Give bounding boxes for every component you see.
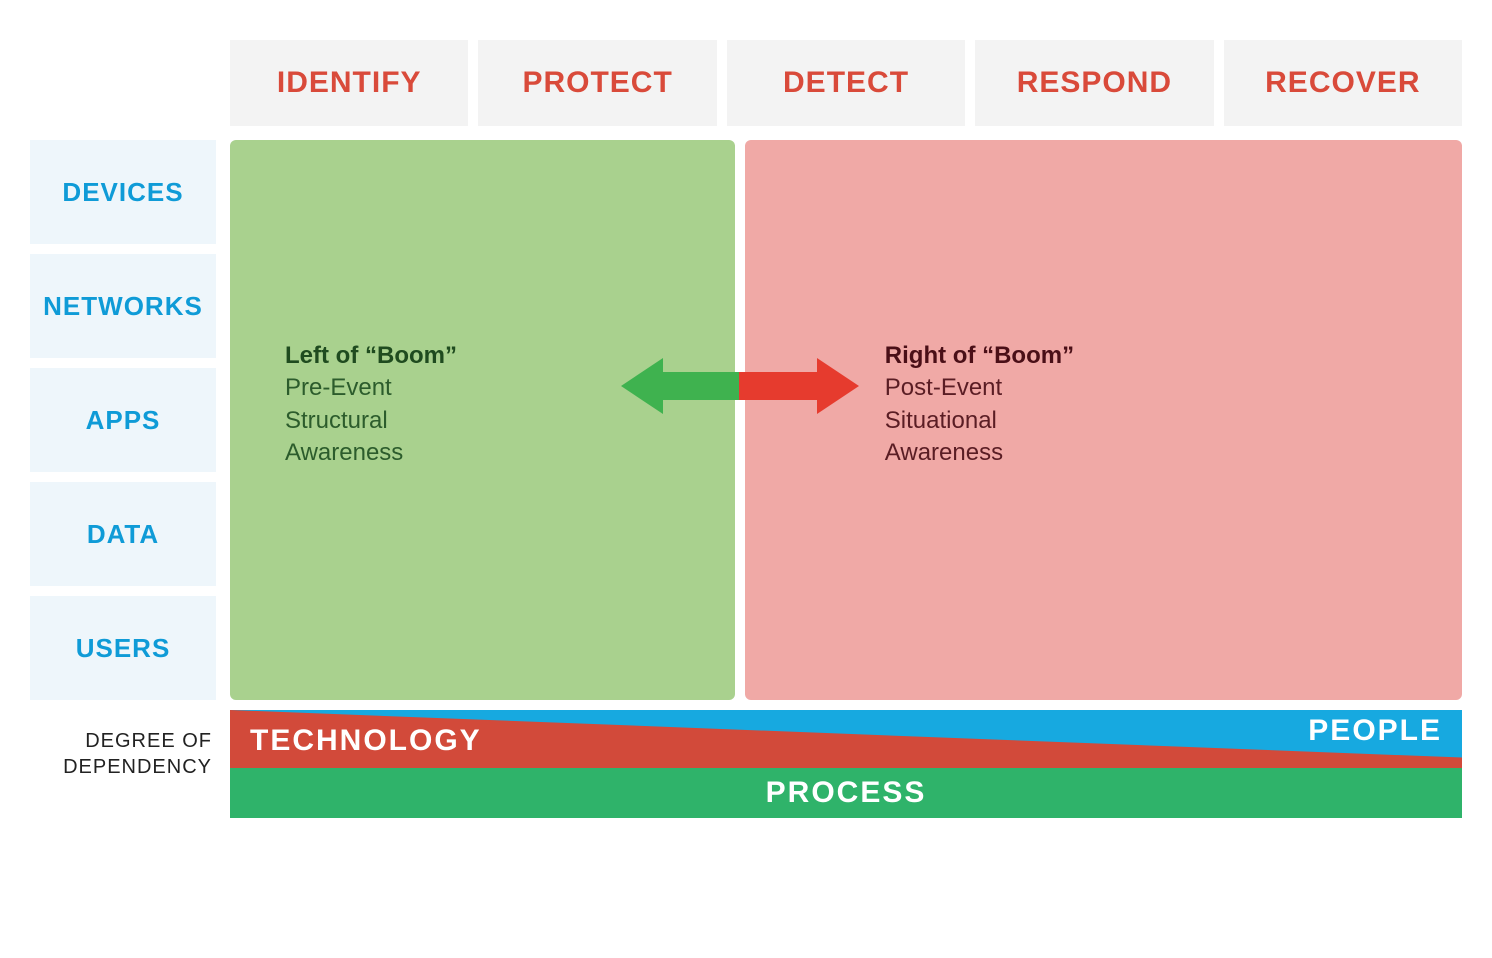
- right-panel-line1: Post-Event: [885, 372, 1074, 404]
- left-panel-line2: Structural: [285, 405, 457, 437]
- col-protect: PROTECT: [478, 40, 716, 126]
- row-devices: DEVICES: [30, 140, 216, 244]
- boom-panels: Left of “Boom” Pre-Event Structural Awar…: [230, 140, 1462, 700]
- row-users: USERS: [30, 596, 216, 700]
- right-of-boom-panel: Right of “Boom” Post-Event Situational A…: [745, 140, 1462, 700]
- dependency-label: DEGREE OF DEPENDENCY: [30, 700, 230, 818]
- left-panel-line3: Awareness: [285, 437, 457, 469]
- left-panel-line1: Pre-Event: [285, 372, 457, 404]
- column-headers: IDENTIFY PROTECT DETECT RESPOND RECOVER: [230, 40, 1462, 126]
- arrow-left-icon: [621, 358, 741, 414]
- left-of-boom-panel: Left of “Boom” Pre-Event Structural Awar…: [230, 140, 735, 700]
- process-band: PROCESS: [230, 768, 1462, 818]
- col-recover: RECOVER: [1224, 40, 1462, 126]
- right-panel-title: Right of “Boom”: [885, 340, 1074, 372]
- right-panel-line2: Situational: [885, 405, 1074, 437]
- dependency-label-line1: DEGREE OF: [30, 728, 212, 754]
- row-data: DATA: [30, 482, 216, 586]
- technology-label: TECHNOLOGY: [250, 724, 482, 758]
- row-networks: NETWORKS: [30, 254, 216, 358]
- col-identify: IDENTIFY: [230, 40, 468, 126]
- col-detect: DETECT: [727, 40, 965, 126]
- cyber-framework-diagram: IDENTIFY PROTECT DETECT RESPOND RECOVER …: [30, 40, 1462, 818]
- right-panel-line3: Awareness: [885, 437, 1074, 469]
- left-panel-text: Left of “Boom” Pre-Event Structural Awar…: [285, 340, 457, 470]
- people-label: PEOPLE: [1308, 714, 1442, 748]
- process-label: PROCESS: [766, 776, 927, 810]
- arrow-right-icon: [739, 358, 859, 414]
- dependency-top-band: TECHNOLOGY PEOPLE: [230, 710, 1462, 768]
- row-headers: DEVICES NETWORKS APPS DATA USERS: [30, 140, 230, 700]
- dependency-label-line2: DEPENDENCY: [30, 754, 212, 780]
- dependency-bands: TECHNOLOGY PEOPLE PROCESS: [230, 710, 1462, 818]
- right-panel-text: Right of “Boom” Post-Event Situational A…: [885, 340, 1074, 470]
- row-apps: APPS: [30, 368, 216, 472]
- left-panel-title: Left of “Boom”: [285, 340, 457, 372]
- col-respond: RESPOND: [975, 40, 1213, 126]
